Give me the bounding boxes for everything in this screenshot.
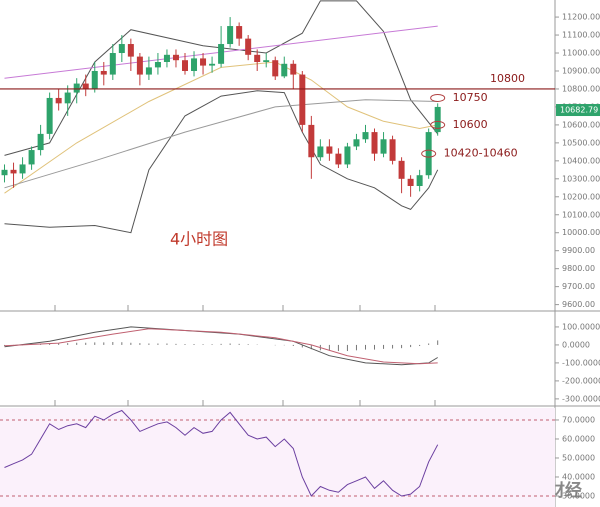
y-tick-label: 10600.00 bbox=[562, 120, 600, 129]
candle-body bbox=[281, 63, 288, 77]
level-marker bbox=[430, 93, 446, 102]
y-tick-label: 11100.00 bbox=[562, 31, 600, 40]
candle-body bbox=[263, 60, 270, 62]
candle-body bbox=[290, 63, 297, 75]
candle-body bbox=[317, 146, 324, 158]
candle-body bbox=[218, 44, 225, 64]
candle-body bbox=[344, 146, 351, 165]
candle-body bbox=[28, 150, 35, 165]
last-price-box bbox=[556, 104, 600, 117]
candle-body bbox=[64, 92, 71, 104]
candle-body bbox=[380, 139, 387, 154]
candle-body bbox=[109, 53, 116, 75]
y-tick-label: 10300.00 bbox=[562, 174, 600, 183]
level-marker bbox=[421, 149, 437, 158]
candle-body bbox=[154, 62, 161, 68]
candle-body bbox=[389, 139, 396, 161]
panel-background bbox=[0, 408, 555, 507]
macd-line bbox=[4, 326, 438, 366]
y-tick-label: 50.0000 bbox=[562, 453, 595, 462]
candle-body bbox=[118, 44, 125, 54]
y-tick-label: -200.0000 bbox=[562, 376, 600, 385]
y-tick-label: 10400.00 bbox=[562, 156, 600, 165]
overlay-line bbox=[4, 0, 439, 156]
candle-body bbox=[227, 26, 234, 45]
candle-body bbox=[91, 70, 98, 89]
y-tick-label: 10200.00 bbox=[562, 192, 600, 201]
y-tick-label: 10800.00 bbox=[562, 84, 600, 93]
candle-body bbox=[200, 58, 207, 66]
candle-body bbox=[416, 175, 423, 186]
level-marker bbox=[430, 120, 446, 129]
y-tick-label: 70.0000 bbox=[562, 415, 595, 424]
candle-body bbox=[245, 38, 252, 55]
candle-body bbox=[335, 153, 342, 165]
y-tick-label: 9700.00 bbox=[562, 282, 595, 291]
overlay-line bbox=[4, 99, 438, 189]
marker-label: 10420-10460 bbox=[444, 147, 518, 160]
candle-body bbox=[299, 74, 306, 125]
candle-body bbox=[362, 132, 369, 140]
candle-body bbox=[136, 56, 143, 75]
candle-body bbox=[55, 97, 62, 104]
candle-body bbox=[371, 132, 378, 154]
candle-body bbox=[37, 133, 44, 151]
candle-body bbox=[308, 124, 315, 158]
y-tick-label: 100.0000 bbox=[562, 322, 600, 331]
candle-body bbox=[353, 139, 360, 147]
y-tick-label: -100.0000 bbox=[562, 358, 600, 367]
candle-body bbox=[272, 60, 279, 77]
overlay-line bbox=[4, 90, 439, 234]
candle-body bbox=[163, 54, 170, 62]
candle-body bbox=[82, 83, 89, 89]
candle-body bbox=[100, 70, 107, 75]
candle-body bbox=[182, 60, 188, 71]
marker-label: 10600 bbox=[453, 118, 488, 131]
chart-annotation: 4小时图 bbox=[170, 230, 228, 249]
y-tick-label: 60.0000 bbox=[562, 434, 595, 443]
marker-label: 10750 bbox=[453, 91, 488, 104]
candle-body bbox=[425, 132, 432, 176]
rsi-line bbox=[4, 409, 439, 497]
y-tick-label: 10000.00 bbox=[562, 228, 600, 237]
y-tick-label: -300.0000 bbox=[562, 394, 600, 403]
candle-body bbox=[254, 54, 261, 62]
candle-body bbox=[209, 63, 216, 66]
x-ticks bbox=[54, 305, 436, 406]
candle-body bbox=[46, 97, 53, 134]
candle-body bbox=[73, 83, 80, 93]
candle-body bbox=[172, 54, 179, 61]
candle-body bbox=[326, 146, 333, 154]
candle-body bbox=[127, 44, 134, 57]
candle-body bbox=[10, 169, 17, 174]
y-tick-label: 0.0000 bbox=[562, 340, 590, 349]
candle-body bbox=[434, 106, 441, 133]
y-tick-label: 10100.00 bbox=[562, 210, 600, 219]
candle-body bbox=[191, 58, 198, 71]
y-tick-label: 9800.00 bbox=[562, 264, 595, 273]
y-tick-label: 10900.00 bbox=[562, 66, 600, 75]
candle-body bbox=[1, 169, 8, 176]
y-tick-label: 9600.00 bbox=[562, 300, 595, 309]
y-tick-label: 11000.00 bbox=[562, 49, 600, 58]
y-tick-label: 40.0000 bbox=[562, 472, 595, 481]
macd-line bbox=[4, 328, 438, 365]
level-label: 10800 bbox=[490, 72, 525, 85]
y-tick-label: 10500.00 bbox=[562, 138, 600, 147]
y-tick-label: 9900.00 bbox=[562, 246, 595, 255]
candle-body bbox=[398, 160, 405, 179]
candle-body bbox=[19, 164, 26, 174]
last-price-label: 10682.79 bbox=[560, 106, 598, 115]
candle-body bbox=[236, 26, 243, 39]
candle-body bbox=[145, 67, 152, 75]
candle-body bbox=[407, 178, 414, 186]
y-tick-label: 30.0000 bbox=[562, 491, 595, 500]
y-tick-label: 11200.00 bbox=[562, 13, 600, 22]
